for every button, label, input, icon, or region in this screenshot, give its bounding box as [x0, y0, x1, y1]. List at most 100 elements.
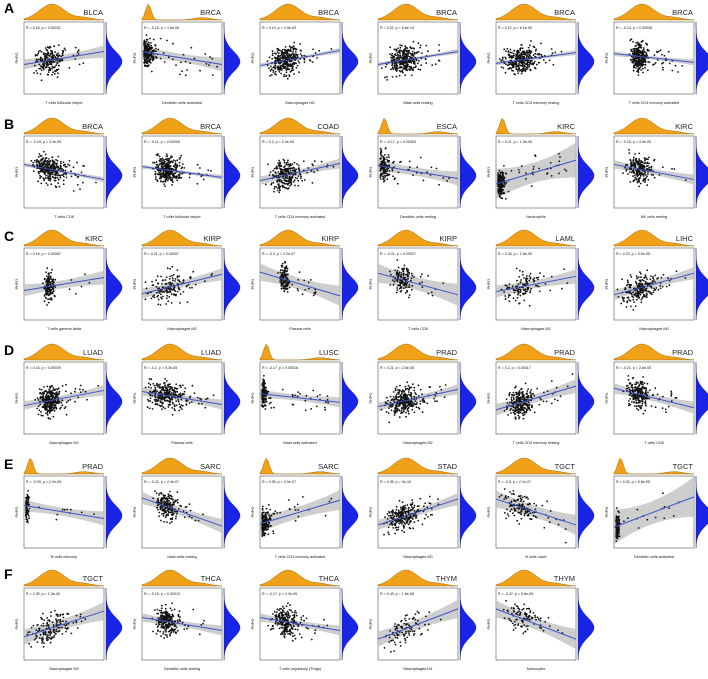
scatter-point [281, 269, 284, 272]
scatter-point [183, 167, 186, 169]
scatter-point [51, 291, 54, 294]
scatter-point [381, 162, 384, 165]
scatter-point [162, 180, 165, 183]
scatter-point [646, 54, 648, 57]
scatter-point [526, 61, 529, 64]
x-axis-label: T cells CD4 memory activated [629, 101, 680, 105]
scatter-point [48, 167, 51, 169]
scatter-point [632, 159, 635, 162]
scatter-point [634, 45, 637, 47]
scatter-point [650, 275, 652, 277]
scatter-point [175, 64, 177, 66]
scatter-point [82, 181, 84, 184]
scatter-point [175, 383, 178, 386]
scatter-point [185, 404, 188, 406]
scatter-point [277, 49, 280, 52]
right-marginal-density [459, 136, 477, 209]
scatter-point [277, 65, 279, 68]
scatter-point [506, 47, 509, 50]
scatter-point [420, 273, 423, 276]
scatter-point [86, 398, 88, 401]
scatter-point [67, 163, 69, 166]
scatter-point [189, 395, 192, 398]
scatter-point [37, 405, 40, 408]
scatter-point [60, 160, 62, 163]
scatter-point [150, 44, 153, 47]
scatter-point [298, 61, 301, 64]
scatter-point [61, 54, 64, 57]
scatter-point [45, 63, 48, 66]
scatter-point [293, 179, 296, 182]
scatter-point [40, 57, 42, 59]
scatter-point [48, 405, 51, 407]
scatter-point [155, 285, 158, 288]
scatter-point [411, 60, 414, 62]
y-axis-label: PHPO [605, 167, 609, 178]
scatter-point [79, 188, 81, 191]
scatter-point [636, 172, 639, 174]
scatter-point [314, 293, 317, 295]
scatter-point [181, 70, 183, 73]
scatter-point [559, 156, 561, 158]
scatter-point [513, 291, 516, 294]
correlation-stat: R = 0.23, p = 9.6e-05 [616, 252, 650, 256]
scatter-point [416, 62, 419, 65]
scatter-point [40, 69, 43, 72]
scatter-point [163, 159, 165, 161]
scatter-point [629, 158, 632, 161]
scatter-point [642, 71, 644, 74]
scatter-point [59, 176, 62, 179]
scatter-point [397, 50, 400, 53]
scatter-point [531, 59, 533, 62]
scatter-point [640, 301, 643, 304]
scatter-point [413, 66, 415, 69]
scatter-point [316, 169, 319, 172]
scatter-point [296, 163, 298, 165]
scatter-point [72, 190, 75, 192]
scatter-point [499, 196, 501, 198]
scatter-point [382, 175, 384, 178]
scatter-point [278, 159, 280, 162]
scatter-point [179, 156, 182, 159]
scatter-point [396, 259, 399, 261]
y-axis-label: PHPO [605, 279, 609, 290]
scatter-point [622, 172, 624, 175]
scatter-point [53, 54, 55, 57]
scatter-point [65, 401, 68, 403]
scatter-point [191, 286, 193, 289]
scatter-point [287, 164, 289, 166]
scatter-point [153, 384, 156, 387]
scatter-point [145, 34, 148, 37]
scatter-point [48, 390, 51, 393]
scatter-point [438, 183, 440, 186]
correlation-stat: R = 0.12, p = 6.1e-05 [498, 26, 532, 30]
scatter-point [385, 174, 388, 177]
scatter-point [647, 173, 649, 175]
scatter-point [164, 407, 166, 410]
scatter-point [527, 286, 530, 289]
scatter-point [284, 165, 286, 168]
scatter-point [277, 68, 280, 71]
scatter-point [178, 384, 181, 387]
scatter-point [154, 173, 157, 175]
scatter-point [161, 386, 164, 389]
correlation-stat: R = 0.19, p = 4.3e-09 [262, 26, 296, 30]
scatter-point [36, 54, 39, 57]
scatter-point [143, 52, 146, 55]
right-marginal-density [105, 248, 123, 321]
scatter-point [41, 170, 43, 173]
scatter-point [650, 168, 653, 171]
scatter-point [60, 174, 62, 177]
scatter-point [637, 276, 640, 278]
scatter-point [518, 171, 521, 174]
scatter-point [532, 168, 535, 171]
scatter-point [150, 62, 152, 64]
scatter-point [529, 291, 531, 294]
scatter-point [399, 70, 402, 73]
scatter-point [295, 168, 297, 171]
scatter-point [642, 47, 645, 49]
scatter-point [414, 66, 417, 68]
